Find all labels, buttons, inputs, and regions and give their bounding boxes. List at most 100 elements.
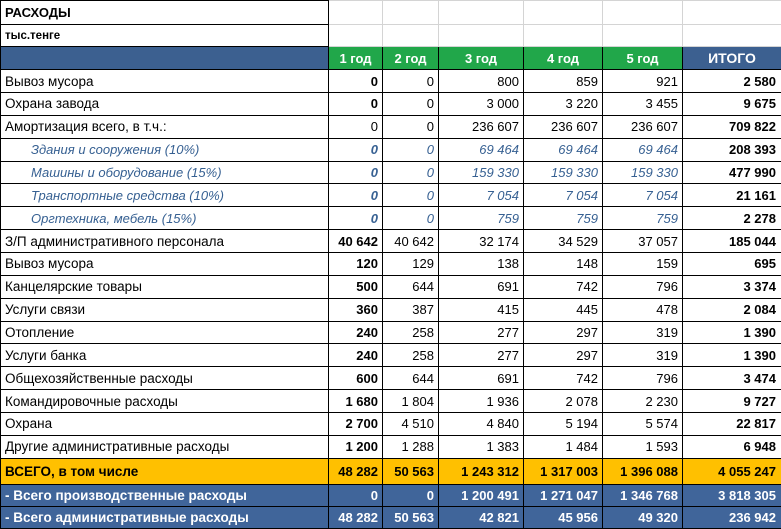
units-label[interactable]: тыс.тенге [0, 24, 329, 48]
value-cell[interactable]: 2 078 [523, 389, 603, 414]
value-cell[interactable]: 1 484 [523, 434, 603, 459]
value-cell[interactable]: 0 [382, 69, 439, 94]
row-label[interactable]: Общехозяйственные расходы [0, 366, 329, 391]
row-label[interactable]: Услуги связи [0, 297, 329, 322]
value-cell[interactable]: 236 607 [523, 114, 603, 139]
value-cell[interactable]: 759 [602, 206, 683, 231]
value-cell[interactable]: 69 464 [438, 137, 524, 162]
value-cell[interactable]: 148 [523, 252, 603, 276]
value-cell[interactable]: 1 593 [602, 434, 683, 459]
value-cell[interactable]: 3 818 305 [682, 483, 781, 507]
row-label[interactable]: Транспортные средства (10%) [0, 183, 329, 208]
row-label[interactable]: Командировочные расходы [0, 389, 329, 414]
row-label[interactable]: Амортизация всего, в т.ч.: [0, 114, 329, 139]
value-cell[interactable]: 138 [438, 252, 524, 276]
value-cell[interactable]: 1 243 312 [438, 457, 524, 485]
value-cell[interactable]: 1 680 [328, 389, 383, 414]
value-cell[interactable]: 796 [602, 366, 683, 391]
value-cell[interactable]: 277 [438, 320, 524, 345]
value-cell[interactable]: 258 [382, 320, 439, 345]
value-cell[interactable]: 800 [438, 69, 524, 94]
value-cell[interactable]: 0 [328, 114, 383, 139]
row-label[interactable]: Машины и оборудование (15%) [0, 160, 329, 185]
value-cell[interactable]: 159 330 [602, 160, 683, 185]
row-label[interactable]: Оргтехника, мебель (15%) [0, 206, 329, 231]
empty-cell[interactable] [438, 24, 524, 48]
value-cell[interactable]: 159 330 [438, 160, 524, 185]
row-label[interactable]: Вывоз мусора [0, 252, 329, 276]
row-label[interactable]: ВСЕГО, в том числе [0, 457, 329, 485]
empty-cell[interactable] [682, 0, 781, 26]
column-header-total[interactable]: ИТОГО [682, 46, 781, 71]
empty-cell[interactable] [438, 0, 524, 26]
header-empty-cell[interactable] [0, 46, 329, 71]
value-cell[interactable]: 1 200 491 [438, 483, 524, 507]
row-label[interactable]: Вывоз мусора [0, 69, 329, 94]
row-label[interactable]: - Всего производственные расходы [0, 483, 329, 507]
value-cell[interactable]: 0 [382, 160, 439, 185]
value-cell[interactable]: 742 [523, 366, 603, 391]
empty-cell[interactable] [523, 24, 603, 48]
value-cell[interactable]: 319 [602, 320, 683, 345]
empty-cell[interactable] [382, 24, 439, 48]
value-cell[interactable]: 22 817 [682, 412, 781, 436]
value-cell[interactable]: 2 230 [602, 389, 683, 414]
value-cell[interactable]: 3 455 [602, 92, 683, 116]
value-cell[interactable]: 7 054 [523, 183, 603, 208]
value-cell[interactable]: 742 [523, 274, 603, 299]
value-cell[interactable]: 208 393 [682, 137, 781, 162]
value-cell[interactable]: 691 [438, 366, 524, 391]
value-cell[interactable]: 1 317 003 [523, 457, 603, 485]
value-cell[interactable]: 709 822 [682, 114, 781, 139]
value-cell[interactable]: 644 [382, 274, 439, 299]
value-cell[interactable]: 236 942 [682, 505, 781, 529]
value-cell[interactable]: 50 563 [382, 505, 439, 529]
value-cell[interactable]: 3 474 [682, 366, 781, 391]
value-cell[interactable]: 0 [382, 183, 439, 208]
row-label[interactable]: Канцелярские товары [0, 274, 329, 299]
row-label[interactable]: Здания и сооружения (10%) [0, 137, 329, 162]
value-cell[interactable]: 1 346 768 [602, 483, 683, 507]
value-cell[interactable]: 1 396 088 [602, 457, 683, 485]
value-cell[interactable]: 2 084 [682, 297, 781, 322]
row-label[interactable]: Охрана завода [0, 92, 329, 116]
row-label[interactable]: Отопление [0, 320, 329, 345]
column-header-year4[interactable]: 4 год [523, 46, 603, 71]
value-cell[interactable]: 5 574 [602, 412, 683, 436]
value-cell[interactable]: 236 607 [602, 114, 683, 139]
empty-cell[interactable] [602, 24, 683, 48]
empty-cell[interactable] [328, 0, 383, 26]
value-cell[interactable]: 759 [523, 206, 603, 231]
value-cell[interactable]: 185 044 [682, 229, 781, 254]
value-cell[interactable]: 297 [523, 343, 603, 368]
column-header-year2[interactable]: 2 год [382, 46, 439, 71]
empty-cell[interactable] [328, 24, 383, 48]
value-cell[interactable]: 7 054 [438, 183, 524, 208]
value-cell[interactable]: 37 057 [602, 229, 683, 254]
value-cell[interactable]: 921 [602, 69, 683, 94]
value-cell[interactable]: 240 [328, 320, 383, 345]
value-cell[interactable]: 319 [602, 343, 683, 368]
value-cell[interactable]: 796 [602, 274, 683, 299]
value-cell[interactable]: 9 727 [682, 389, 781, 414]
value-cell[interactable]: 5 194 [523, 412, 603, 436]
sheet-title[interactable]: РАСХОДЫ [0, 0, 329, 26]
value-cell[interactable]: 258 [382, 343, 439, 368]
row-label[interactable]: Услуги банка [0, 343, 329, 368]
empty-cell[interactable] [602, 0, 683, 26]
value-cell[interactable]: 129 [382, 252, 439, 276]
value-cell[interactable]: 478 [602, 297, 683, 322]
row-label[interactable]: Охрана [0, 412, 329, 436]
value-cell[interactable]: 644 [382, 366, 439, 391]
value-cell[interactable]: 1 271 047 [523, 483, 603, 507]
value-cell[interactable]: 1 390 [682, 343, 781, 368]
value-cell[interactable]: 69 464 [523, 137, 603, 162]
value-cell[interactable]: 4 055 247 [682, 457, 781, 485]
value-cell[interactable]: 360 [328, 297, 383, 322]
value-cell[interactable]: 2 580 [682, 69, 781, 94]
value-cell[interactable]: 415 [438, 297, 524, 322]
column-header-year5[interactable]: 5 год [602, 46, 683, 71]
value-cell[interactable]: 50 563 [382, 457, 439, 485]
value-cell[interactable]: 0 [328, 183, 383, 208]
value-cell[interactable]: 2 278 [682, 206, 781, 231]
